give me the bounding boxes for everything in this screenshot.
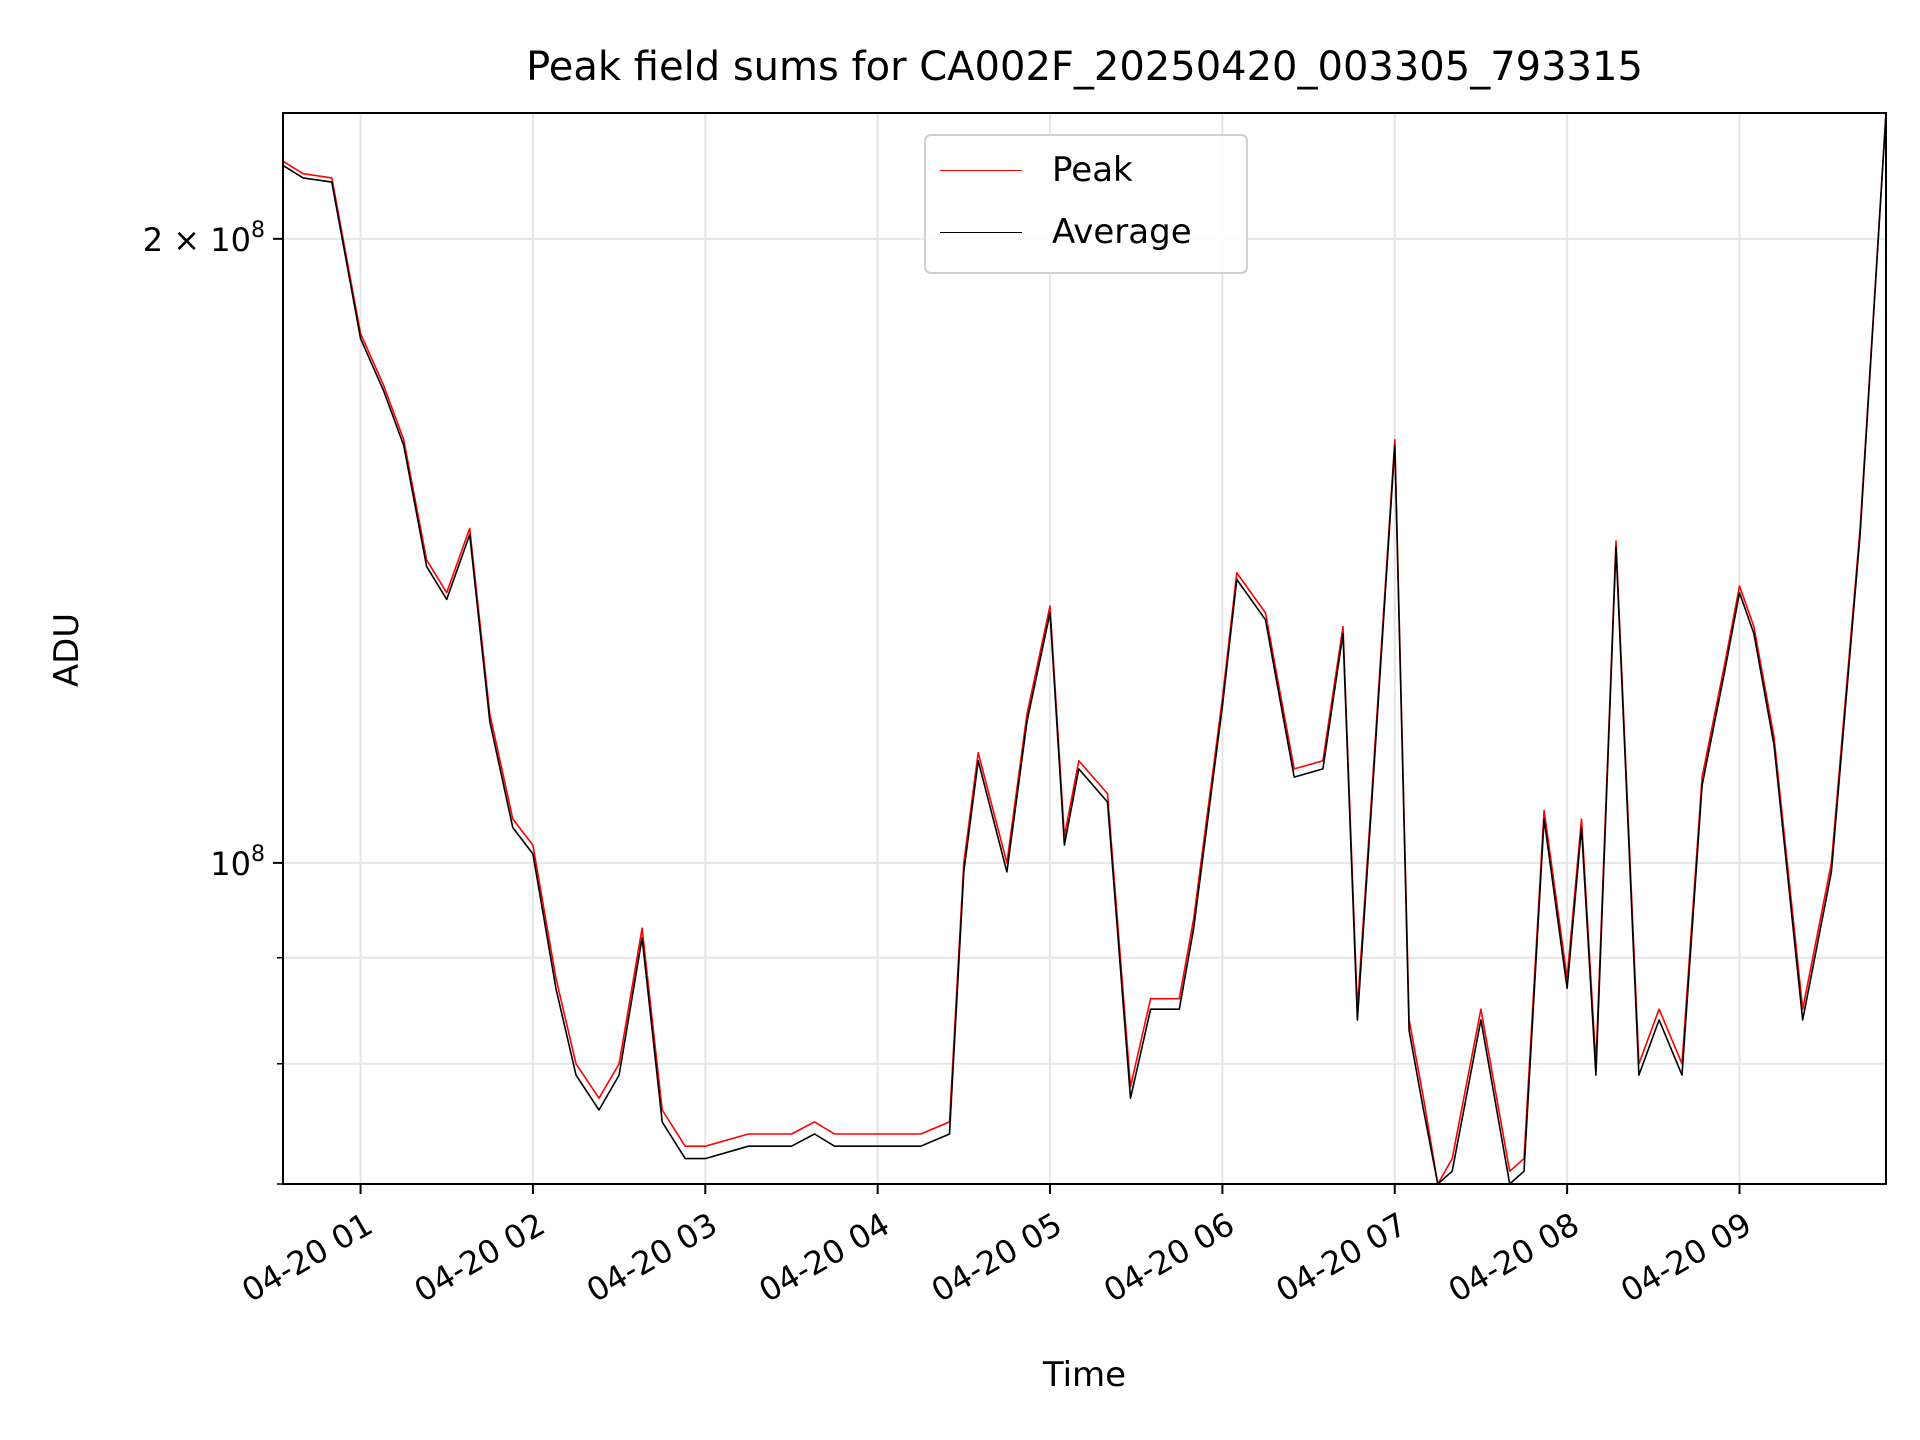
- x-tick-label: 04-20 03: [580, 1205, 724, 1310]
- x-tick-label: 04-20 01: [235, 1205, 379, 1310]
- plot-frame: [282, 112, 1887, 1185]
- y-axis-label: ADU: [47, 612, 87, 688]
- axes: 04-20 01 04-20 02 04-20 03 04-20 04 04-20 05…: [143, 218, 1758, 1310]
- y-tick-label: 108: [210, 842, 265, 883]
- x-tick-label: 04-20 05: [925, 1205, 1069, 1310]
- x-tick-label: 04-20 09: [1614, 1205, 1758, 1310]
- legend-item-peak: Peak: [940, 148, 1133, 192]
- series-lines: [282, 112, 1887, 1185]
- legend-item-average: Average: [940, 210, 1192, 254]
- legend-swatch-average: [940, 231, 1022, 233]
- x-tick-label: 04-20 04: [752, 1205, 896, 1310]
- series-line-average: [282, 112, 1887, 1185]
- legend-label-average: Average: [1052, 212, 1192, 252]
- x-axis-label: Time: [1042, 1355, 1127, 1395]
- x-tick-label: 04-20 07: [1270, 1205, 1414, 1310]
- legend: Peak Average: [924, 134, 1248, 274]
- chart-title: Peak field sums for CA002F_20250420_0033…: [526, 44, 1643, 90]
- y-tick-label: 2 × 108: [143, 218, 265, 259]
- x-tick-label: 04-20 02: [408, 1205, 552, 1310]
- x-tick-label: 04-20 08: [1442, 1205, 1586, 1310]
- legend-label-peak: Peak: [1052, 150, 1133, 190]
- legend-swatch-peak: [940, 169, 1022, 171]
- series-line-peak: [282, 112, 1887, 1185]
- x-tick-label: 04-20 06: [1097, 1205, 1241, 1310]
